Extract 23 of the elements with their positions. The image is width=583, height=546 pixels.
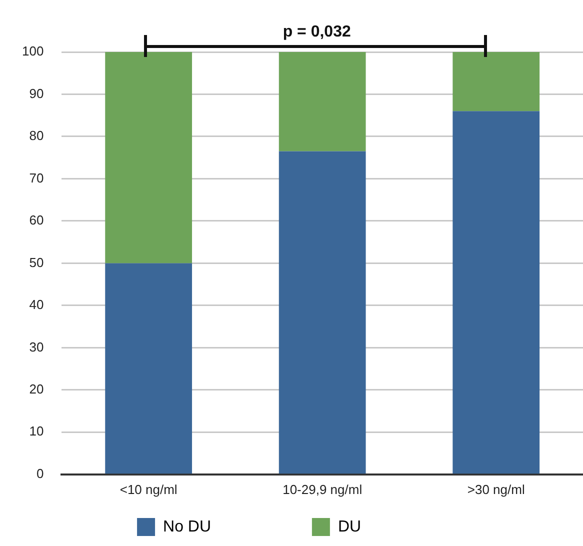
bar: [278, 151, 366, 474]
y-tick-label: 20: [29, 382, 44, 396]
y-tick-label: 70: [29, 170, 44, 186]
y-tick-label: 80: [29, 128, 44, 144]
y-tick-label: 60: [29, 212, 44, 228]
y-tick-label: 10: [29, 424, 44, 439]
bar: [452, 111, 540, 474]
y-tick-label: 30: [29, 339, 44, 354]
bar: [278, 52, 366, 152]
bar: [452, 52, 540, 112]
x-tick-label: 10-29,9 ng/ml: [282, 482, 362, 497]
bar: [105, 263, 192, 474]
y-tick-label: 40: [29, 297, 44, 312]
y-tick-label: 50: [29, 254, 44, 270]
legend-label: No DU: [163, 518, 300, 536]
x-tick-label: >30 ng/ml: [467, 482, 525, 497]
y-tick-label: 0: [36, 466, 44, 481]
bar: [105, 52, 192, 264]
y-tick-label: 90: [29, 86, 44, 101]
legend-label: DU: [338, 518, 450, 536]
y-tick-label: 100: [22, 44, 44, 59]
x-tick-label: <10 ng/ml: [120, 482, 178, 497]
text: p = 0,032: [282, 23, 351, 40]
